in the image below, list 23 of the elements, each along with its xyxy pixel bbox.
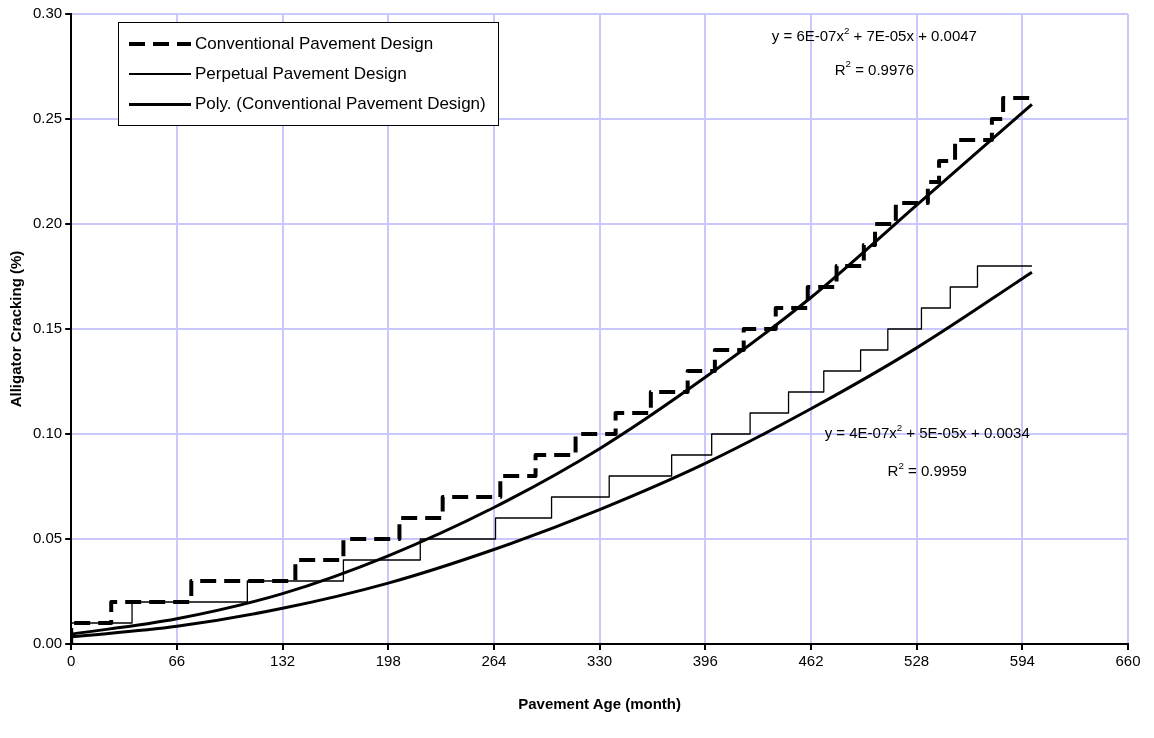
legend-label: Poly. (Conventional Pavement Design): [195, 94, 486, 114]
x-tick-label: 0: [67, 652, 76, 670]
y-axis-title: Alligator Cracking (%): [7, 250, 25, 408]
legend-label: Conventional Pavement Design: [195, 34, 434, 54]
y-tick-label: 0.15: [32, 319, 63, 337]
x-tick-label: 198: [375, 652, 401, 670]
x-tick-label: 528: [904, 652, 930, 670]
y-tick-label: 0.30: [32, 4, 63, 22]
x-tick-label: 660: [1115, 652, 1141, 670]
y-tick-label: 0.20: [32, 214, 63, 232]
y-tick-label: 0.25: [32, 109, 63, 127]
y-tick-label: 0.05: [32, 529, 63, 547]
legend-label: Perpetual Pavement Design: [195, 64, 407, 84]
x-tick-label: 396: [692, 652, 718, 670]
y-tick-label: 0.00: [32, 634, 63, 652]
x-tick-label: 264: [481, 652, 507, 670]
x-tick-label: 330: [587, 652, 613, 670]
x-tick-label: 594: [1009, 652, 1035, 670]
x-tick-label: 66: [168, 652, 186, 670]
x-tick-label: 462: [798, 652, 824, 670]
y-tick-label: 0.10: [32, 424, 63, 442]
x-axis-title: Pavement Age (month): [518, 695, 681, 713]
x-tick-label: 132: [270, 652, 296, 670]
